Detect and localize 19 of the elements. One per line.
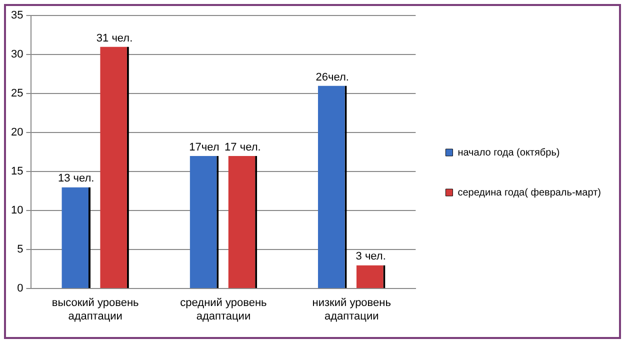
x-tick-label: низкий уровень адаптации bbox=[312, 297, 392, 322]
x-tick-label: средний уровень адаптации bbox=[180, 297, 268, 322]
x-tick-label: высокий уровень адаптации bbox=[52, 297, 140, 322]
legend-label: начало года (октябрь) bbox=[458, 147, 560, 158]
data-label: 26чел. bbox=[316, 71, 349, 84]
legend-label: середина года( февраль-март) bbox=[458, 187, 601, 198]
y-tick-label: 10 bbox=[10, 204, 24, 217]
data-label: 13 чел. bbox=[58, 172, 94, 185]
y-tick-label: 15 bbox=[10, 166, 24, 178]
y-tick-label: 0 bbox=[17, 282, 24, 295]
y-tick-label: 25 bbox=[10, 88, 24, 100]
data-label: 17чел bbox=[189, 142, 220, 154]
y-tick-label: 35 bbox=[10, 10, 24, 22]
data-label: 31 чел. bbox=[96, 32, 133, 44]
y-tick-label: 5 bbox=[17, 244, 24, 256]
y-tick-label: 20 bbox=[10, 126, 24, 139]
y-tick-label: 30 bbox=[10, 48, 24, 61]
data-label: 17 чел. bbox=[224, 142, 261, 154]
data-label: 3 чел. bbox=[356, 250, 386, 263]
